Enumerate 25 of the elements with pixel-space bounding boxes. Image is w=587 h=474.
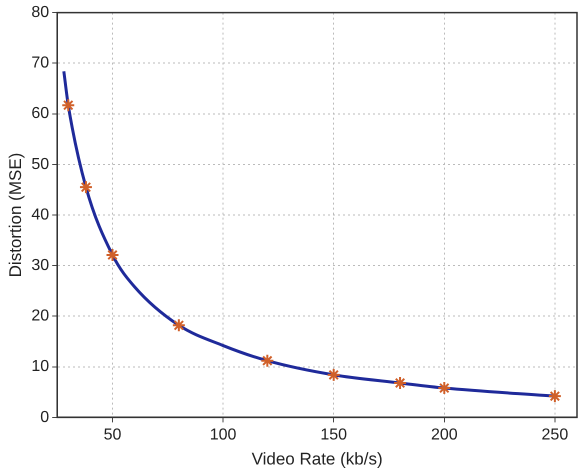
- y-tick-label: 40: [31, 206, 50, 224]
- x-tick-label: 50: [104, 426, 122, 444]
- y-axis-title: Distortion (MSE): [6, 152, 25, 278]
- point: [61, 98, 76, 112]
- y-tick-label: 10: [31, 358, 50, 376]
- y-tick-label: 30: [31, 257, 50, 274]
- x-tick-label: 200: [430, 426, 458, 444]
- point: [172, 318, 186, 332]
- y-tick-label: 50: [31, 156, 50, 173]
- y-tick-label: 70: [31, 54, 50, 72]
- point: [105, 248, 120, 262]
- point: [260, 354, 274, 368]
- x-tick-label: 150: [320, 426, 348, 444]
- x-tick-label: 250: [542, 426, 568, 444]
- y-tick-label: 20: [31, 308, 50, 325]
- point: [548, 389, 562, 404]
- point: [78, 180, 93, 194]
- point: [437, 381, 452, 396]
- x-axis-title: Video Rate (kb/s): [252, 449, 383, 468]
- y-tick-label: 0: [40, 408, 50, 426]
- x-tick-label: 100: [210, 426, 237, 444]
- y-tick-label: 80: [31, 4, 50, 22]
- point: [393, 376, 408, 390]
- y-tick-label: 60: [31, 105, 50, 122]
- point: [326, 368, 341, 382]
